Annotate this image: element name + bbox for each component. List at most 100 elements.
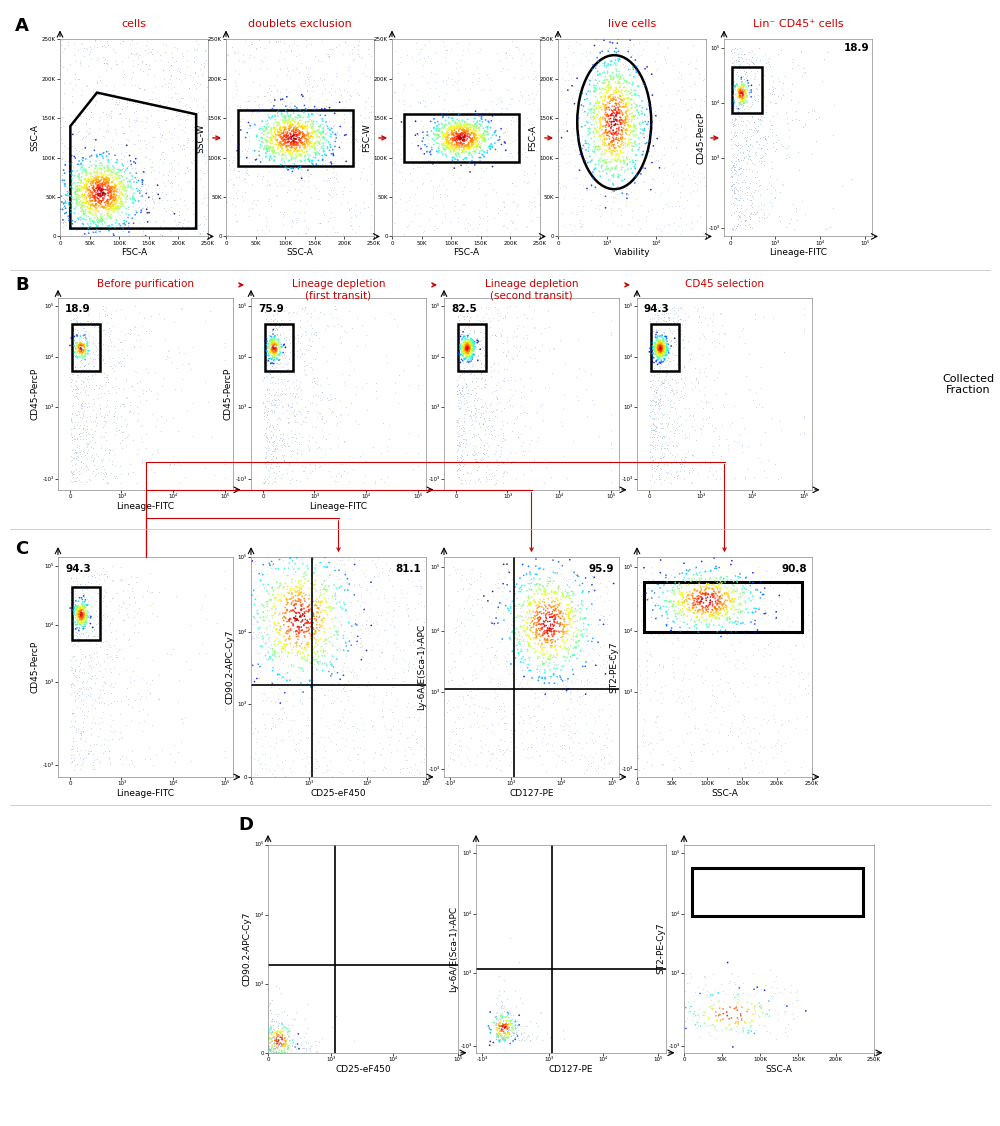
Point	[533, 584, 549, 602]
Point	[450, 348, 466, 366]
Point	[796, 322, 812, 340]
Point	[611, 132, 627, 150]
Point	[688, 589, 704, 607]
Point	[112, 571, 128, 589]
Point	[513, 641, 529, 659]
Point	[760, 450, 776, 468]
Point	[444, 70, 460, 88]
Point	[465, 135, 481, 153]
Point	[87, 205, 103, 223]
Point	[273, 1013, 289, 1031]
Point	[280, 656, 296, 674]
Point	[750, 641, 766, 659]
Point	[707, 708, 723, 726]
Point	[423, 145, 439, 163]
Point	[76, 319, 92, 337]
Point	[579, 406, 595, 425]
Point	[492, 393, 508, 411]
Point	[732, 159, 748, 177]
Point	[667, 421, 683, 439]
Point	[704, 333, 720, 351]
Point	[439, 148, 455, 166]
Point	[459, 393, 475, 411]
Point	[566, 563, 582, 581]
Point	[603, 161, 619, 179]
Point	[354, 714, 370, 732]
Point	[103, 333, 119, 351]
Point	[693, 569, 709, 587]
Point	[274, 144, 290, 162]
Point	[555, 717, 571, 735]
Point	[747, 143, 763, 161]
Point	[657, 342, 673, 360]
Point	[713, 569, 729, 587]
Point	[78, 462, 94, 480]
Point	[67, 605, 83, 623]
Point	[632, 681, 648, 699]
Point	[111, 194, 127, 212]
Point	[129, 605, 145, 623]
Point	[434, 118, 450, 136]
Point	[463, 406, 479, 425]
Point	[786, 221, 802, 239]
Point	[598, 83, 614, 101]
Point	[665, 419, 681, 437]
Point	[545, 646, 561, 664]
Point	[329, 555, 345, 573]
Point	[623, 124, 639, 142]
Point	[359, 579, 375, 597]
Point	[449, 105, 465, 123]
Point	[450, 136, 466, 154]
Point	[103, 674, 119, 692]
Point	[297, 610, 313, 628]
Point	[601, 99, 617, 117]
Point	[464, 381, 480, 399]
Point	[77, 324, 93, 342]
Point	[569, 627, 585, 645]
Point	[580, 616, 596, 634]
Point	[725, 117, 741, 135]
Point	[256, 470, 272, 488]
Point	[619, 96, 635, 114]
Point	[590, 62, 606, 80]
Point	[93, 191, 109, 209]
Point	[266, 119, 282, 137]
Point	[455, 421, 471, 439]
Point	[752, 573, 768, 591]
Point	[337, 581, 353, 599]
Point	[490, 714, 506, 732]
Point	[693, 566, 709, 584]
Point	[585, 56, 601, 74]
Point	[446, 119, 462, 137]
Point	[77, 381, 93, 399]
Point	[447, 135, 463, 153]
Point	[92, 205, 108, 223]
Point	[503, 372, 519, 390]
Point	[580, 756, 596, 774]
Point	[538, 606, 554, 624]
Point	[113, 598, 129, 616]
Point	[101, 180, 117, 198]
Point	[624, 105, 640, 123]
Point	[494, 1020, 510, 1038]
Point	[259, 597, 275, 615]
Point	[601, 117, 617, 135]
Point	[258, 625, 274, 643]
Point	[478, 101, 494, 119]
Point	[712, 588, 728, 606]
Point	[132, 181, 148, 199]
Point	[363, 224, 379, 242]
Point	[666, 412, 682, 430]
Point	[274, 637, 290, 655]
Point	[490, 374, 506, 392]
Point	[779, 575, 795, 593]
Point	[692, 364, 708, 382]
Point	[272, 142, 288, 160]
Point	[321, 118, 337, 136]
Point	[532, 598, 548, 616]
Point	[734, 75, 750, 93]
Point	[464, 73, 480, 91]
Point	[87, 186, 103, 204]
Point	[86, 188, 102, 206]
Point	[88, 445, 104, 463]
